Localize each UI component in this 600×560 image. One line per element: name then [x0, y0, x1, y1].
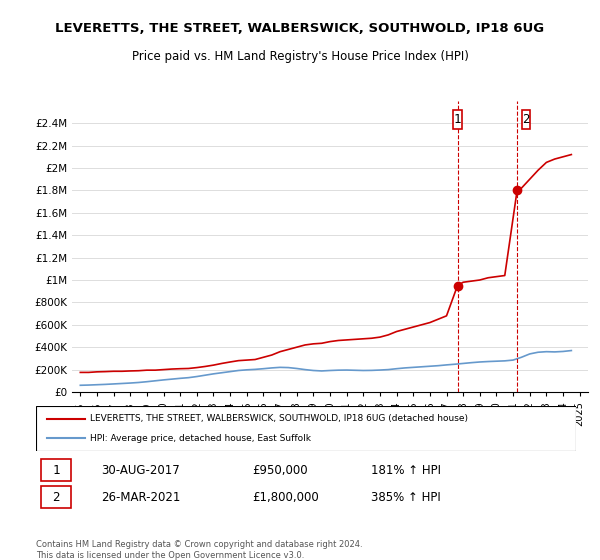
- FancyBboxPatch shape: [454, 110, 461, 129]
- Text: 1: 1: [53, 464, 60, 477]
- Text: Contains HM Land Registry data © Crown copyright and database right 2024.
This d: Contains HM Land Registry data © Crown c…: [36, 540, 362, 560]
- Text: £950,000: £950,000: [252, 464, 308, 477]
- FancyBboxPatch shape: [41, 486, 71, 508]
- Text: 2: 2: [53, 491, 60, 504]
- FancyBboxPatch shape: [36, 406, 576, 451]
- Text: 26-MAR-2021: 26-MAR-2021: [101, 491, 180, 504]
- FancyBboxPatch shape: [41, 459, 71, 481]
- Text: 181% ↑ HPI: 181% ↑ HPI: [371, 464, 441, 477]
- Text: £1,800,000: £1,800,000: [252, 491, 319, 504]
- Text: HPI: Average price, detached house, East Suffolk: HPI: Average price, detached house, East…: [90, 434, 311, 443]
- Text: 30-AUG-2017: 30-AUG-2017: [101, 464, 179, 477]
- Text: LEVERETTS, THE STREET, WALBERSWICK, SOUTHWOLD, IP18 6UG: LEVERETTS, THE STREET, WALBERSWICK, SOUT…: [55, 22, 545, 35]
- Text: 385% ↑ HPI: 385% ↑ HPI: [371, 491, 440, 504]
- Text: LEVERETTS, THE STREET, WALBERSWICK, SOUTHWOLD, IP18 6UG (detached house): LEVERETTS, THE STREET, WALBERSWICK, SOUT…: [90, 414, 468, 423]
- Text: 1: 1: [454, 113, 461, 126]
- FancyBboxPatch shape: [522, 110, 530, 129]
- Text: Price paid vs. HM Land Registry's House Price Index (HPI): Price paid vs. HM Land Registry's House …: [131, 50, 469, 63]
- Text: 2: 2: [523, 113, 530, 126]
